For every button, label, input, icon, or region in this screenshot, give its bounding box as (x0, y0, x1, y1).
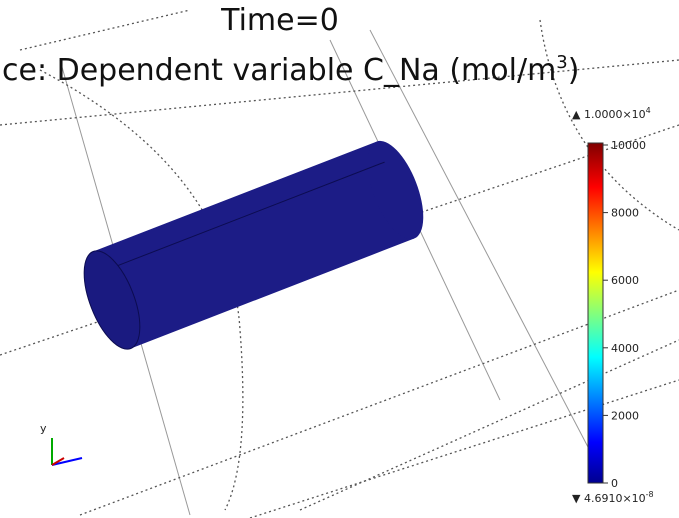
colorbar-tick-label: 10000 (611, 139, 646, 152)
subtitle-text: ce: Dependent variable C_Na (mol/m (2, 53, 556, 88)
min-exp: -8 (646, 490, 654, 499)
subtitle-sup: 3 (556, 52, 567, 73)
colorbar: ▲ 1.0000×104 ▼ 4.6910×10-8 0 2000 4000 6000… (572, 106, 654, 505)
colorbar-tick-label: 0 (611, 477, 618, 490)
colorbar-tick-label: 6000 (611, 274, 639, 287)
colorbar-tick-label: 8000 (611, 207, 639, 220)
subtitle: ce: Dependent variable C_Na (mol/m3) (2, 52, 579, 88)
axis-triad: y (40, 422, 82, 465)
colorbar-ramp (588, 143, 603, 483)
colorbar-min: ▼ 4.6910×10-8 (572, 490, 654, 505)
axis-y-label: y (40, 422, 47, 435)
colorbar-tick-label: 2000 (611, 409, 639, 422)
max-label: 1.0000×10 (584, 108, 646, 121)
colorbar-tick-label: 4000 (611, 342, 639, 355)
title: Time=0 (220, 3, 339, 38)
min-label: 4.6910×10 (584, 492, 646, 505)
max-exp: 4 (646, 106, 651, 115)
colorbar-max: ▲ 1.0000×104 (572, 106, 651, 121)
cylinder (73, 134, 435, 357)
subtitle-close: ) (568, 53, 580, 88)
viewport: Time=0 ce: Dependent variable C_Na (mol/… (0, 0, 679, 518)
